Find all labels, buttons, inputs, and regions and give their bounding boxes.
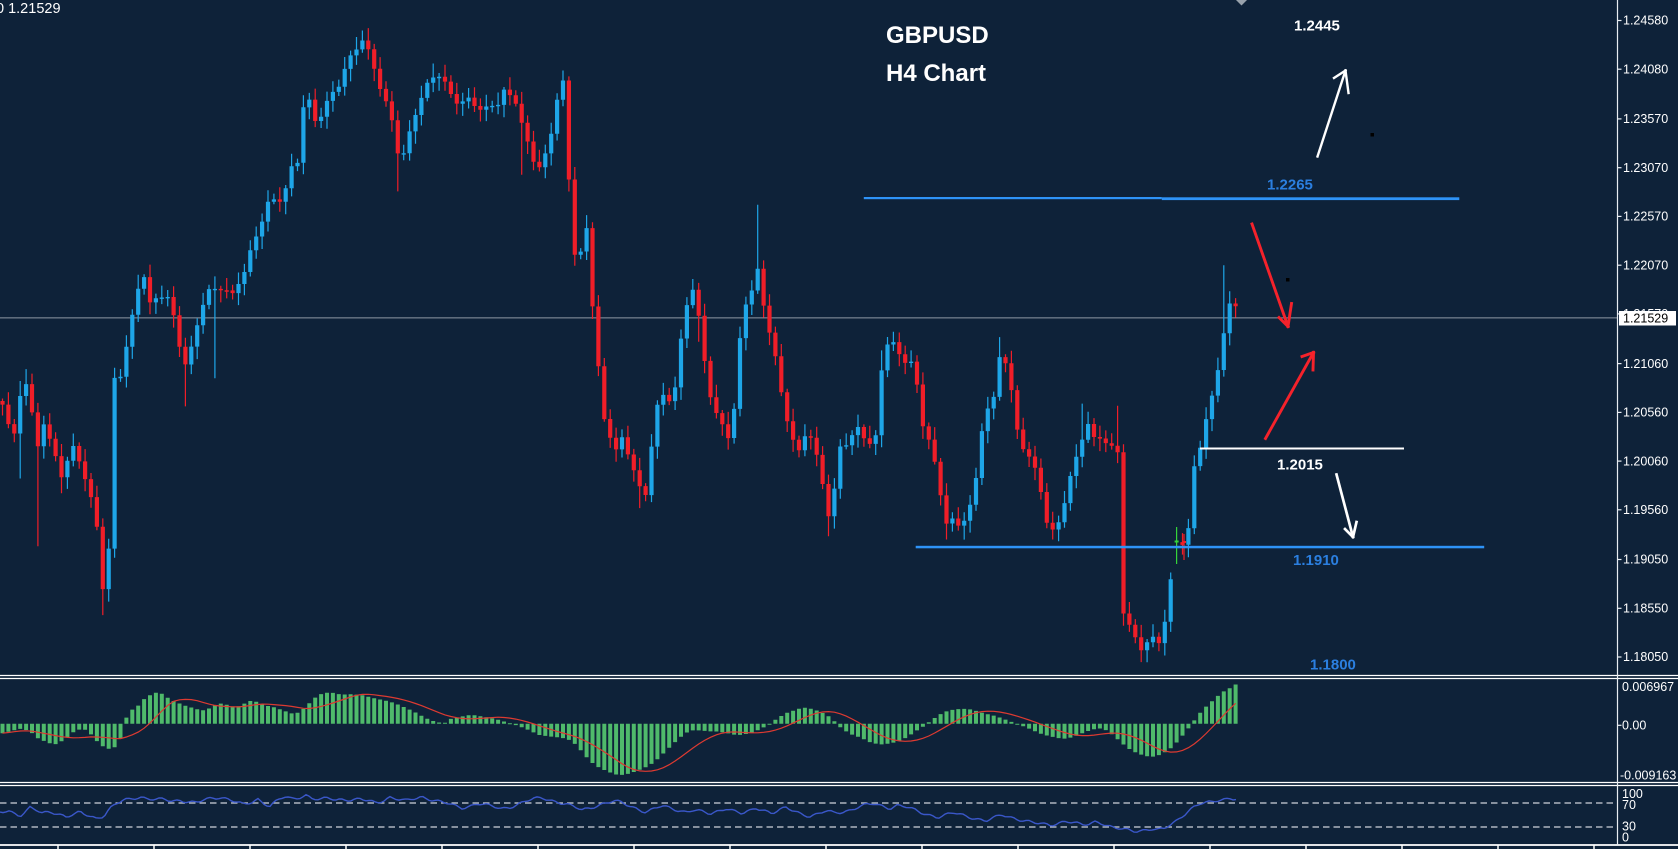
svg-text:1.19560: 1.19560 [1623, 503, 1668, 517]
svg-text:0.006967: 0.006967 [1622, 680, 1674, 694]
svg-text:1.19050: 1.19050 [1623, 553, 1668, 567]
svg-text:1.1910: 1.1910 [1293, 552, 1339, 569]
svg-text:1.2445: 1.2445 [1294, 18, 1340, 35]
svg-text:0.00: 0.00 [1622, 719, 1646, 733]
svg-text:30: 30 [1622, 820, 1636, 834]
svg-text:0: 0 [1622, 831, 1629, 845]
svg-text:0 1.21529: 0 1.21529 [0, 1, 61, 17]
svg-text:-0.009163: -0.009163 [1620, 769, 1676, 783]
svg-text:1.2265: 1.2265 [1267, 177, 1313, 194]
svg-text:1.21060: 1.21060 [1623, 357, 1668, 371]
svg-text:1.2015: 1.2015 [1277, 457, 1323, 474]
svg-text:1.18050: 1.18050 [1623, 650, 1668, 664]
svg-text:1.22070: 1.22070 [1623, 258, 1668, 272]
svg-text:1.24580: 1.24580 [1623, 14, 1668, 28]
svg-text:1.1800: 1.1800 [1310, 657, 1356, 674]
svg-text:1.24080: 1.24080 [1623, 62, 1668, 76]
svg-text:1.21529: 1.21529 [1623, 312, 1668, 326]
svg-text:70: 70 [1622, 798, 1636, 812]
svg-text:GBPUSD: GBPUSD [886, 22, 989, 49]
svg-text:1.23070: 1.23070 [1623, 161, 1668, 175]
svg-text:1.23570: 1.23570 [1623, 112, 1668, 126]
svg-text:1.20560: 1.20560 [1623, 406, 1668, 420]
svg-text:1.18550: 1.18550 [1623, 602, 1668, 616]
svg-text:1.22570: 1.22570 [1623, 210, 1668, 224]
svg-text:H4 Chart: H4 Chart [886, 60, 986, 87]
svg-text:1.20060: 1.20060 [1623, 454, 1668, 468]
svg-text:100: 100 [1622, 787, 1643, 801]
